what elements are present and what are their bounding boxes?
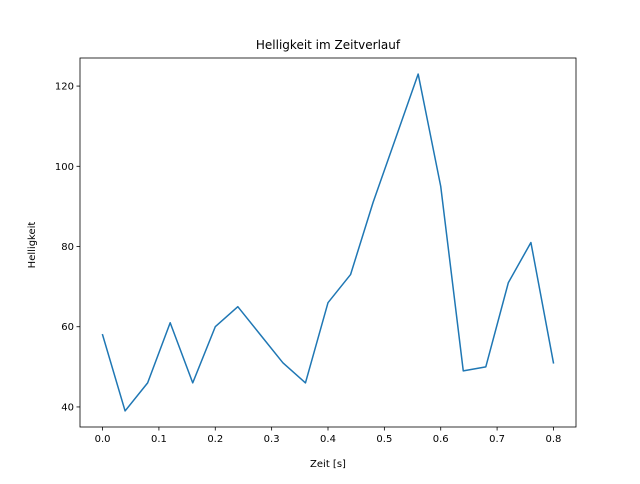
- x-tick-label: 0.6: [433, 434, 449, 445]
- chart-title: Helligkeit im Zeitverlauf: [256, 38, 401, 52]
- series-line: [101, 73, 555, 412]
- plot-frame: [79, 57, 577, 428]
- x-tick-label: 0.0: [95, 434, 111, 445]
- y-tick-label: 60: [61, 322, 74, 333]
- x-tick-label: 0.3: [264, 434, 280, 445]
- y-tick-label: 100: [55, 162, 74, 173]
- plot-area: 0.0 0.1 0.2 0.3 0.4 0.5 0.6 0.7 0.8 40 60 80 100 120: [55, 57, 577, 445]
- x-axis-label: Zeit [s]: [310, 459, 346, 470]
- x-tick-label: 0.8: [546, 434, 562, 445]
- x-tick-label: 0.7: [489, 434, 505, 445]
- y-axis-label: Helligkeit: [27, 222, 38, 269]
- x-tick-label: 0.1: [151, 434, 167, 445]
- y-tick-label: 120: [55, 82, 74, 93]
- x-tick-label: 0.2: [207, 434, 223, 445]
- x-tick-label: 0.5: [376, 434, 392, 445]
- x-tick-label: 0.4: [320, 434, 336, 445]
- y-tick-label: 80: [61, 242, 74, 253]
- y-tick-label: 40: [61, 402, 74, 413]
